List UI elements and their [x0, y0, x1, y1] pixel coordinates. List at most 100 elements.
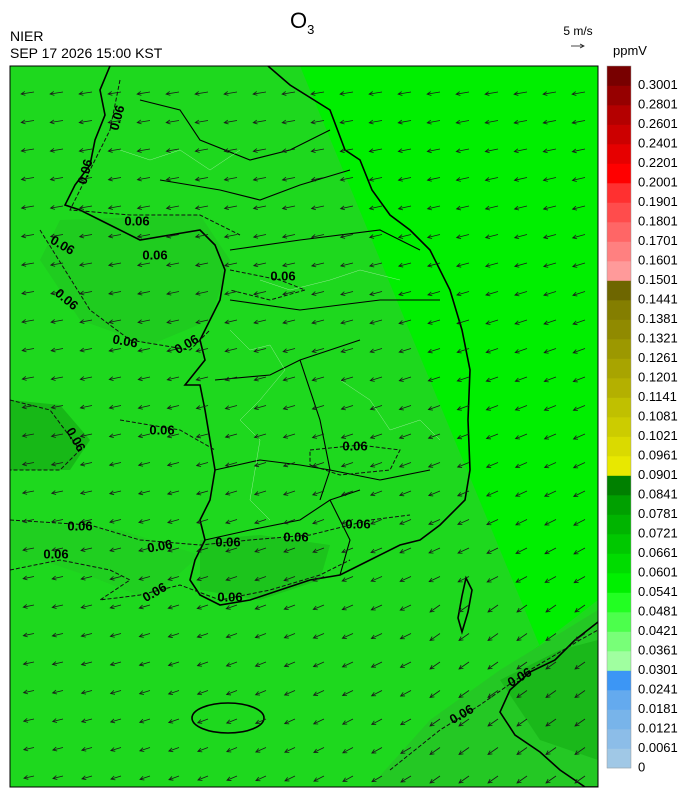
wind-arrow	[573, 576, 586, 584]
colorbar-label: 0.0901	[638, 467, 678, 482]
wind-arrow	[311, 348, 325, 354]
wind-arrow	[281, 148, 296, 153]
wind-arrow	[427, 433, 441, 440]
wind-arrow	[253, 291, 267, 296]
wind-arrow	[49, 91, 64, 96]
colorbar-swatch	[607, 339, 631, 359]
wind-arrow	[368, 234, 383, 239]
wind-arrow	[400, 747, 412, 754]
wind-arrow	[485, 490, 499, 497]
colorbar-swatch	[607, 417, 631, 437]
wind-arrow	[109, 690, 122, 695]
wind-arrow	[572, 348, 586, 354]
wind-arrow	[283, 661, 296, 668]
wind-arrow	[109, 747, 122, 752]
wind-arrow	[514, 291, 528, 297]
wind-arrow	[455, 119, 470, 125]
colorbar-frame	[606, 65, 632, 769]
colorbar-label: 0.0601	[638, 564, 678, 579]
map-frame	[9, 65, 599, 788]
wind-arrow	[398, 490, 412, 497]
colorbar-swatch	[607, 124, 631, 145]
wind-arrow	[427, 405, 441, 411]
wind-arrow	[513, 177, 528, 182]
wind-arrow	[339, 148, 354, 154]
wind-arrow	[371, 747, 383, 754]
wind-arrow	[487, 747, 499, 756]
wind-arrow	[137, 433, 151, 439]
wind-arrow	[426, 205, 441, 211]
wind-arrow	[342, 775, 354, 782]
contour-label: 0.06	[149, 422, 174, 437]
wind-arrow	[400, 775, 412, 783]
wind-arrow	[109, 576, 122, 581]
colorbar-swatch	[607, 300, 631, 320]
wind-arrow	[80, 632, 93, 638]
wind-arrow	[195, 433, 209, 439]
wind-arrow	[22, 575, 35, 581]
wind-arrow	[310, 262, 325, 268]
wind-arrow	[341, 547, 354, 554]
wind-arrow	[458, 775, 470, 784]
wind-arrow	[571, 234, 586, 240]
contour-label: 0.06	[146, 536, 174, 555]
wind-arrow	[166, 348, 180, 353]
wind-arrow	[195, 291, 209, 296]
colorbar-swatch	[607, 280, 631, 301]
wind-arrow	[397, 205, 412, 211]
colorbar-swatch	[607, 85, 631, 106]
wind-arrow	[282, 376, 296, 382]
wind-arrow	[167, 690, 180, 696]
colorbar-swatch	[607, 475, 631, 496]
wind-vectors	[20, 91, 586, 784]
colorbar-label: 0.0361	[638, 642, 678, 657]
wind-arrow	[165, 176, 180, 182]
wind-arrow	[168, 775, 180, 781]
wind-arrow	[399, 690, 412, 697]
wind-arrow	[165, 205, 180, 210]
wind-arrow	[516, 604, 528, 613]
wind-arrow	[282, 291, 296, 296]
wind-arrow	[22, 661, 35, 666]
wind-arrow	[312, 576, 325, 582]
wind-arrow	[20, 233, 35, 239]
wind-arrow	[342, 747, 354, 754]
wind-arrow	[572, 376, 586, 383]
wind-arrow	[194, 119, 209, 125]
field-patch	[10, 400, 90, 470]
wind-arrow	[51, 661, 64, 666]
wind-arrow	[542, 148, 557, 154]
wind-arrow	[313, 747, 325, 753]
wind-arrow	[427, 462, 441, 468]
colorbar-swatch	[607, 358, 631, 379]
wind-arrow	[226, 775, 238, 781]
wind-arrow	[79, 347, 93, 353]
wind-arrow	[514, 462, 528, 469]
wind-arrow	[22, 632, 35, 638]
colorbar-swatch	[607, 534, 631, 554]
wind-arrow	[252, 262, 267, 268]
wind-arrow	[22, 689, 35, 695]
wind-arrow	[398, 405, 412, 411]
wind-arrow	[484, 148, 499, 154]
wind-arrow	[80, 689, 93, 695]
wind-arrow	[369, 319, 383, 325]
wind-arrow	[167, 718, 180, 724]
wind-arrow	[429, 633, 441, 642]
wind-arrow	[340, 433, 354, 439]
wind-arrow	[78, 91, 93, 96]
wind-arrow	[109, 661, 122, 667]
wind-arrow	[166, 319, 180, 325]
wind-arrow	[310, 119, 325, 125]
colorbar-label: 0.1701	[638, 233, 678, 248]
wind-arrow	[107, 262, 122, 267]
wind-arrow	[107, 91, 122, 96]
wind-arrow	[369, 433, 383, 439]
wind-arrow	[136, 233, 151, 239]
wind-arrow	[312, 661, 325, 668]
wind-arrow	[311, 490, 325, 496]
colorbar-swatch	[607, 202, 631, 223]
wind-arrow	[224, 348, 238, 353]
wind-arrow	[371, 775, 383, 783]
wind-arrow	[514, 348, 528, 354]
